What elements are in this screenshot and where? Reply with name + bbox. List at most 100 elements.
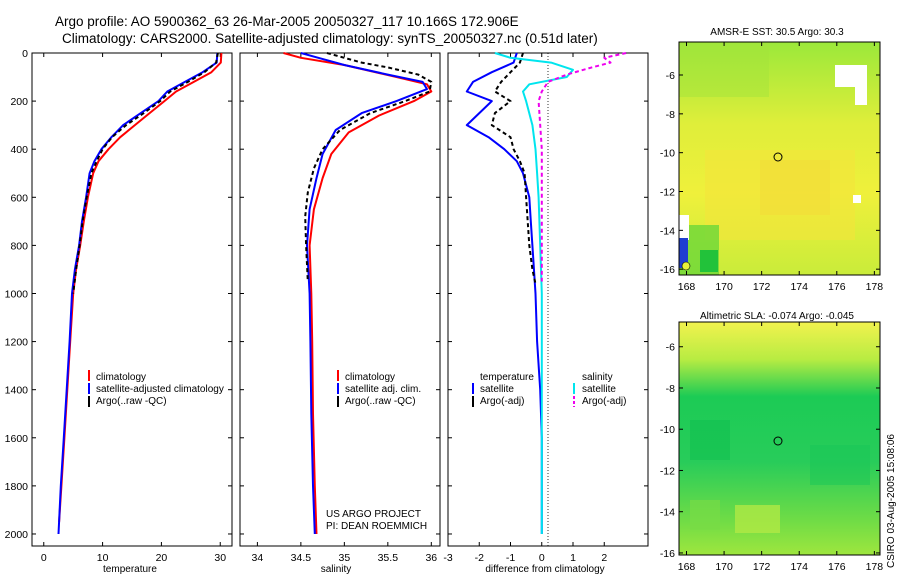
sst-cool-patch <box>700 250 718 272</box>
y-tick-label: 200 <box>10 96 28 108</box>
map-y-tick-label: -8 <box>666 109 675 121</box>
map-x-tick-label: 178 <box>866 281 884 293</box>
x-tick-label: -2 <box>475 552 484 564</box>
map-x-tick-label: 178 <box>866 561 884 573</box>
legend-label-temperature-argo: Argo(-adj) <box>480 396 524 407</box>
sla-float-marker <box>773 436 783 446</box>
difference-pressure-ticks <box>448 52 648 535</box>
sst-map: AMSR-E SST: 30.5 Argo: 30.3 168 170 172 174… <box>660 27 883 293</box>
series-line-satellite-adjusted-climatology <box>57 52 219 535</box>
salinity-xlabel: salinity <box>321 564 352 575</box>
y-tick-label: 1400 <box>5 385 29 397</box>
x-tick-label: 10 <box>97 552 109 564</box>
map-y-tick-label: -14 <box>660 225 675 237</box>
map-y-tick-label: -14 <box>660 507 675 519</box>
y-tick-label: 800 <box>10 240 28 252</box>
legend-label-salinity-satellite: satellite <box>582 384 616 395</box>
difference-panel: -3 -2 -1 0 1 2 difference from climatology te… <box>443 52 649 575</box>
temperature-panel: 0 200 400 600 800 1000 1200 1400 1600 1800 2000 0 1… <box>5 48 233 575</box>
series-line-temperature-satellite <box>465 52 543 534</box>
x-tick-label: 0 <box>539 552 545 564</box>
map-y-tick-label: -8 <box>666 383 675 395</box>
figure-title-line1: Argo profile: AO 5900362_63 26-Mar-2005 … <box>55 14 519 29</box>
x-tick-label: 36 <box>425 552 437 564</box>
legend-label-temperature-satellite: satellite <box>480 384 514 395</box>
map-x-tick-label: 174 <box>790 561 808 573</box>
y-tick-label: 0 <box>22 48 28 60</box>
sst-missing-data <box>835 65 867 87</box>
map-x-tick-label: 176 <box>828 561 846 573</box>
map-x-tick-label: 176 <box>828 281 846 293</box>
map-x-tick-label: 168 <box>678 561 696 573</box>
legend-heading-salinity: salinity <box>582 372 613 383</box>
x-tick-label: -1 <box>506 552 515 564</box>
project-credit: US ARGO PROJECT <box>326 509 421 520</box>
pressure-axis: 0 200 400 600 800 1000 1200 1400 1600 1800 2000 <box>5 48 232 541</box>
map-x-tick-label: 172 <box>753 281 771 293</box>
sla-map: Altimetric SLA: -0.074 Argo: -0.045 168 1… <box>660 311 883 573</box>
series-line-argo-raw-qc <box>72 52 219 294</box>
temperature-xlabel: temperature <box>103 564 157 575</box>
temperature-axes-frame <box>31 52 233 547</box>
sst-missing-data <box>855 85 867 105</box>
sst-missing-data <box>853 195 861 203</box>
x-tick-label: 20 <box>156 552 168 564</box>
difference-xlabel: difference from climatology <box>485 564 604 575</box>
series-line-temperature-argo-adj <box>490 52 537 285</box>
x-tick-label: 35 <box>339 552 351 564</box>
map-y-tick-label: -16 <box>660 548 675 560</box>
y-tick-label: 1600 <box>5 433 29 445</box>
temperature-legend: climatology satellite-adjusted climatolo… <box>88 370 224 407</box>
map-x-tick-label: 174 <box>790 281 808 293</box>
x-tick-label: 34.5 <box>291 552 312 564</box>
y-tick-label: 600 <box>10 192 28 204</box>
salinity-pressure-ticks <box>240 52 440 535</box>
map-y-tick-label: -10 <box>660 424 675 436</box>
series-line-salinity-satellite <box>494 52 574 534</box>
x-tick-label: 34 <box>252 552 264 564</box>
legend-label-satellite-adjusted: satellite adj. clim. <box>345 384 421 395</box>
sst-map-axes: 168 170 172 174 176 178 -6 -8 -10 -12 -14 -16 <box>660 42 883 293</box>
sla-map-axes: 168 170 172 174 176 178 -6 -8 -10 -12 -14 -16 <box>660 322 883 573</box>
figure-title-line2: Climatology: CARS2000. Satellite-adjuste… <box>62 31 598 46</box>
x-tick-label: 35.5 <box>378 552 399 564</box>
y-tick-label: 400 <box>10 144 28 156</box>
y-tick-label: 1000 <box>5 288 29 300</box>
series-line-argo-raw-qc <box>304 52 433 282</box>
sst-low-values <box>679 238 688 268</box>
sla-map-title: Altimetric SLA: -0.074 Argo: -0.045 <box>700 311 854 322</box>
x-tick-label: 0 <box>41 552 47 564</box>
x-tick-label: 30 <box>214 552 226 564</box>
salinity-legend: climatology satellite adj. clim. Argo(..… <box>337 370 421 407</box>
legend-label-satellite-adjusted: satellite-adjusted climatology <box>96 384 224 395</box>
map-y-tick-label: -16 <box>660 264 675 276</box>
difference-legend: temperature satellite Argo(-adj) salinit… <box>472 372 626 407</box>
sst-warm-patch <box>705 150 855 240</box>
sla-field <box>679 322 880 555</box>
sst-map-title: AMSR-E SST: 30.5 Argo: 30.3 <box>710 27 844 38</box>
temperature-axis: 0 10 20 30 <box>41 53 226 564</box>
map-y-tick-label: -6 <box>666 70 675 82</box>
legend-label-climatology: climatology <box>96 372 146 383</box>
map-x-tick-label: 172 <box>753 561 771 573</box>
timestamp: CSIRO 03-Aug-2005 15:08:06 <box>886 434 897 568</box>
map-x-tick-label: 168 <box>678 281 696 293</box>
sla-map-frame <box>678 321 881 556</box>
y-tick-label: 1800 <box>5 481 29 493</box>
sst-coastal-feature <box>681 261 691 271</box>
y-tick-label: 2000 <box>5 529 29 541</box>
map-y-tick-label: -12 <box>660 465 675 477</box>
legend-label-argo: Argo(..raw -QC) <box>345 396 416 407</box>
sla-high-patch <box>690 500 720 530</box>
temperature-series <box>57 52 223 535</box>
difference-axis: -3 -2 -1 0 1 2 <box>443 53 607 564</box>
series-line-salinity-argo-adj <box>537 52 627 282</box>
x-tick-label: 1 <box>570 552 576 564</box>
sst-field <box>679 42 880 275</box>
salinity-axis: 34 34.5 35 35.5 36 <box>252 53 437 564</box>
salinity-panel: 34 34.5 35 35.5 36 salinity climatology sate… <box>239 52 441 575</box>
legend-heading-temperature: temperature <box>480 372 534 383</box>
sst-warm-patch <box>760 160 830 215</box>
sst-cool-patch <box>679 42 769 97</box>
